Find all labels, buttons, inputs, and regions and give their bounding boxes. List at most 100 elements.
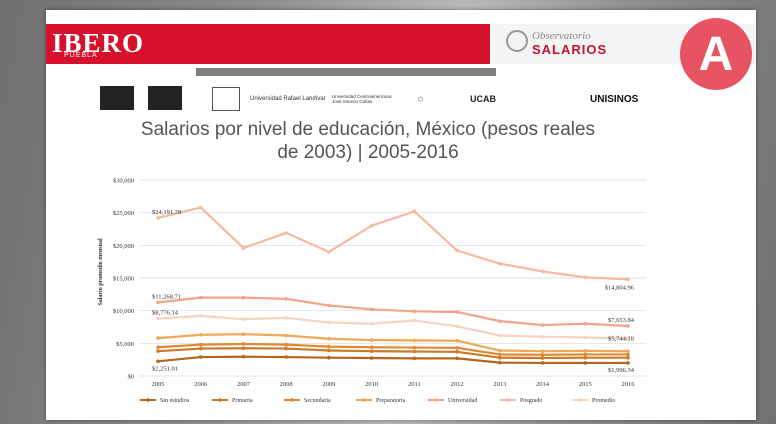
data-point [412,309,417,314]
data-point [498,360,502,365]
data-point [241,246,246,250]
legend-label: Promedio [592,398,615,404]
data-label: $24,191.78 [152,209,181,216]
partner-logos: Universidad Rafael Landívar Universidad … [100,86,720,112]
data-point [241,354,246,359]
y-tick-labels: $0 $5,000 $10,000 $15,000 $20,000 $25,000 $30,… [113,178,134,381]
data-point [540,335,545,339]
partner-logo-landivar: Universidad Rafael Landívar [250,96,326,102]
data-point [540,349,545,353]
data-point [540,361,545,365]
series-line-primaria [157,347,628,360]
data-point [156,216,160,220]
data-point [327,303,331,308]
partner-logo-centroamericana: Universidad Centroamericana José Simeón … [332,94,392,104]
y-axis-label: Salario promedio mensual [98,238,104,306]
data-point [241,295,246,300]
data-point [583,335,588,340]
crest-icon [212,87,240,111]
data-point [540,323,545,327]
data-point [498,348,502,353]
partner-logo-2 [148,86,182,110]
data-point [583,352,588,357]
data-point [412,345,417,350]
y-tick-label: $30,000 [113,178,134,185]
x-tick-label: 2008 [280,381,293,388]
y-tick-label: $0 [128,374,135,381]
x-tick-label: 2010 [365,381,378,388]
x-tick-label: 2011 [408,381,421,388]
data-point [540,356,545,360]
data-point [583,275,588,280]
data-point [455,356,459,361]
data-point [455,350,459,354]
data-point [626,361,630,365]
magnifier-icon [506,30,528,52]
data-point [455,310,459,314]
data-point [455,248,459,253]
data-point [626,352,630,357]
data-point [156,316,160,321]
legend-marker [290,398,294,402]
data-point [284,231,288,235]
data-point [498,352,502,357]
partner-logo-1 [100,86,134,110]
data-point [583,355,588,360]
data-point [540,269,545,274]
data-point [626,324,630,328]
data-point [327,348,331,353]
data-point [241,342,246,346]
data-point [498,261,502,266]
data-point [327,355,331,360]
data-point [626,336,630,341]
data-point [241,332,246,336]
data-point [198,355,203,359]
data-label: $11,268.71 [152,293,181,300]
data-point [327,336,331,341]
ibero-logo: IBERO [52,28,145,58]
data-label: $1,996.34 [608,367,635,374]
data-point [412,338,417,343]
header-band: IBERO PUEBLA Observatorio SALARIOS [46,24,756,68]
series-line-secundaria [157,342,628,356]
data-point [369,307,374,312]
observatory-line2: SALARIOS [532,42,608,57]
data-point [412,318,417,323]
series-line-posgrado [157,206,629,281]
x-tick-label: 2007 [237,381,251,388]
data-point [156,336,160,340]
data-point [284,346,288,351]
series-line-preparatoria [157,333,629,353]
data-label: $5,744.18 [608,335,634,342]
data-point [498,319,502,323]
x-tick-label: 2012 [451,381,464,388]
x-tick-label: 2014 [536,381,550,388]
data-point [626,355,630,360]
data-point [369,349,374,353]
data-label: $8,776.14 [152,310,179,317]
x-tick-label: 2005 [152,381,165,388]
ibero-subtitle: PUEBLA [64,52,98,59]
data-point [198,205,203,210]
data-labels: $24,191.78 $11,268.71 $8,776.14 $2,251.01 $1… [152,209,635,374]
data-point [156,345,160,350]
data-point [156,349,160,353]
data-point [284,316,288,320]
data-point [327,320,331,325]
x-tick-label: 2016 [622,381,636,388]
data-point [241,317,246,321]
data-point [626,349,630,353]
data-point [583,349,588,353]
data-point [540,352,545,357]
y-tick-label: $15,000 [113,276,134,283]
data-point [198,342,203,347]
y-tick-label: $5,000 [116,341,134,348]
legend-marker [218,398,222,402]
x-tick-label: 2009 [322,381,335,388]
x-tick-label: 2013 [493,381,506,388]
legend-marker [146,398,150,402]
data-point [369,338,374,342]
legend-label: Universidad [448,398,477,404]
legend-label: Primaria [232,398,253,404]
data-point [241,346,246,351]
